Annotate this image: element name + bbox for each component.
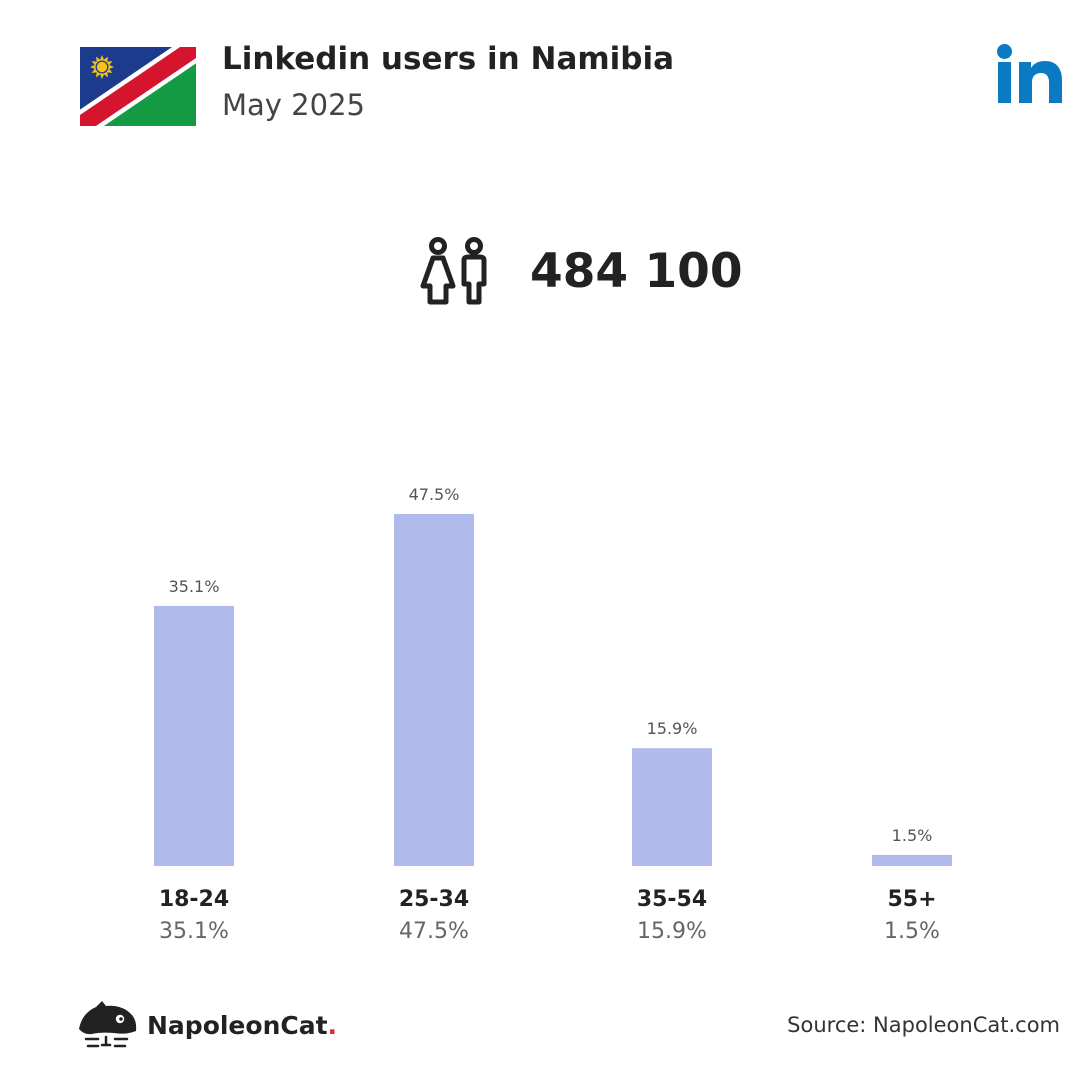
- bar-value-label: 35.1%: [169, 577, 220, 596]
- linkedin-icon: [997, 44, 1062, 103]
- namibia-flag-icon: [80, 47, 196, 126]
- brand-dot: .: [327, 1010, 338, 1040]
- category-label: 35-54: [637, 887, 707, 912]
- category-percent: 47.5%: [399, 919, 469, 944]
- category-label: 25-34: [399, 887, 469, 912]
- bar-35-54: [632, 748, 712, 866]
- category-percent: 35.1%: [159, 919, 229, 944]
- category-label: 18-24: [159, 887, 229, 912]
- napoleoncat-logo-icon: [79, 1001, 137, 1048]
- category-percent: 1.5%: [884, 919, 940, 944]
- bar-55+: [872, 854, 952, 866]
- bar-18-24: [154, 605, 234, 866]
- source-credit: Source: NapoleonCat.com: [787, 1013, 1060, 1037]
- napoleoncat-logo: NapoleonCat.: [78, 999, 337, 1051]
- bar-value-label: 47.5%: [409, 485, 460, 504]
- total-users-block: 484 100: [420, 236, 743, 306]
- people-icon: [420, 237, 487, 305]
- page-subtitle: May 2025: [222, 88, 365, 122]
- category-label: 55+: [887, 887, 936, 912]
- category-percent: 15.9%: [637, 919, 707, 944]
- total-users-value: 484 100: [530, 243, 743, 299]
- age-distribution-chart: 35.1% 18-24 35.1% 47.5% 25-34 47.5% 15.9% 35-54…: [154, 485, 952, 944]
- bar-value-label: 1.5%: [892, 826, 933, 845]
- bar-value-label: 15.9%: [647, 719, 698, 738]
- bar-25-34: [394, 514, 474, 866]
- brand-name: NapoleonCat.: [147, 1010, 338, 1040]
- page-title: Linkedin users in Namibia: [222, 41, 675, 77]
